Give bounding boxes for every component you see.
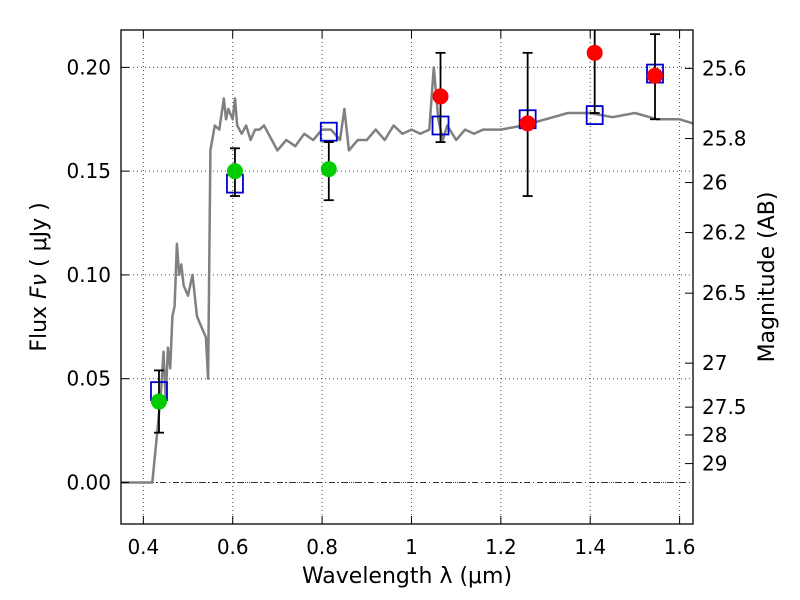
right-tick-label: 26.2: [702, 221, 747, 245]
detection-point: [432, 88, 449, 105]
y-tick-label: 0.20: [66, 55, 111, 79]
y-tick-label: 0.00: [66, 470, 111, 494]
y-axis-label: Flux Fν ( μJy ): [27, 202, 52, 351]
detection-point: [226, 163, 243, 180]
detection-point: [647, 67, 664, 84]
x-tick-label: 1.6: [664, 535, 696, 559]
right-tick-label: 28: [702, 423, 727, 447]
right-tick-label: 25.6: [702, 56, 747, 80]
y-tick-label: 0.10: [66, 263, 111, 287]
x-tick-label: 1: [405, 535, 418, 559]
x-tick-label: 0.4: [127, 535, 159, 559]
grid: [121, 30, 693, 524]
right-tick-label: 26.5: [702, 281, 747, 305]
y-axis-label-symbol: Fν: [27, 274, 52, 299]
model-band-marker: [319, 121, 338, 142]
x-tick-label: 1.4: [574, 535, 606, 559]
right-tick-label: 27: [702, 351, 727, 375]
right-tick-label: 26: [702, 171, 727, 195]
detection-point: [586, 44, 603, 61]
plot-frame: [120, 29, 694, 525]
sed-template-line: [121, 66, 693, 484]
x-tick-label: 1.2: [485, 535, 517, 559]
y-axis-label-prefix: Flux: [27, 299, 52, 352]
right-axis-label: Magnitude (AB): [755, 192, 780, 363]
right-tick-label: 25.8: [702, 127, 747, 151]
detection-point: [519, 115, 536, 132]
right-tick-label: 29: [702, 452, 727, 476]
detection-point: [320, 161, 337, 178]
y-tick-label: 0.15: [66, 159, 111, 183]
y-tick-label: 0.05: [66, 367, 111, 391]
y-axis-label-suffix: ( μJy ): [27, 202, 52, 274]
x-tick-label: 0.8: [306, 535, 338, 559]
detection-point: [150, 393, 167, 410]
right-tick-label: 27.5: [702, 395, 747, 419]
x-tick-label: 0.6: [217, 535, 249, 559]
x-axis-label: Wavelength λ (μm): [302, 564, 512, 589]
